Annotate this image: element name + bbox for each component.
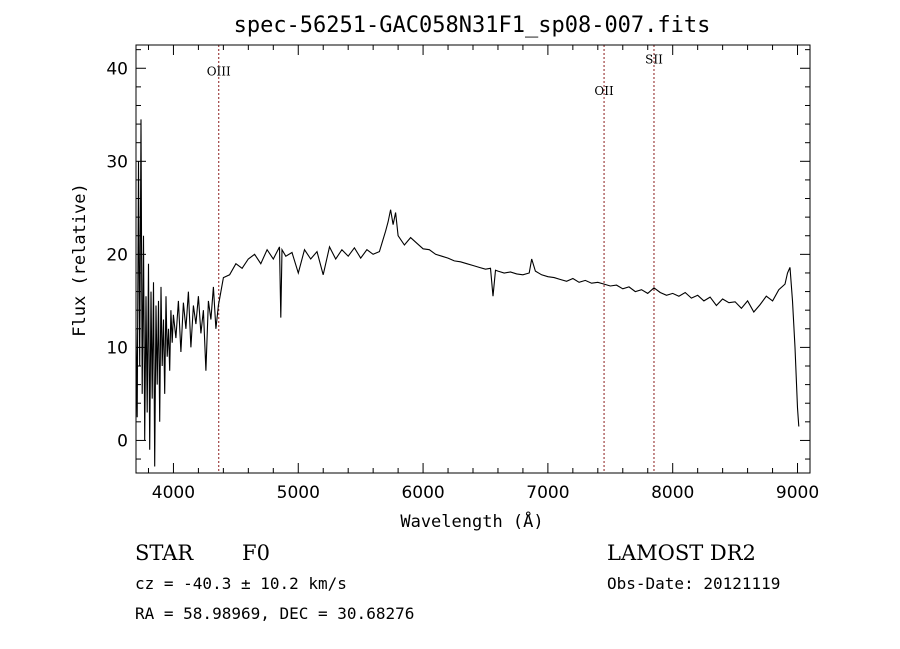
x-tick-label: 8000 [651, 483, 694, 503]
y-tick-label: 0 [117, 431, 128, 451]
coordinates: RA = 58.98969, DEC = 30.68276 [135, 604, 415, 623]
spectrum-line [135, 119, 800, 467]
y-axis-ticks: 0 10 20 30 40 [106, 49, 810, 460]
plot-frame [135, 44, 811, 474]
x-tick-label: 9000 [776, 483, 819, 503]
line-label-oiii: OIII [207, 65, 231, 79]
x-axis-title: Wavelength (Å) [400, 510, 543, 532]
x-tick-label: 6000 [401, 483, 444, 503]
x-tick-label: 4000 [152, 483, 195, 503]
chart-title: spec-56251-GAC058N31F1_sp08-007.fits [234, 13, 711, 38]
object-subclass: F0 [242, 541, 270, 565]
object-class: STAR [135, 541, 194, 565]
observation-date: Obs-Date: 20121119 [607, 574, 781, 593]
y-tick-label: 30 [106, 152, 128, 172]
x-axis-ticks: 4000 5000 6000 7000 8000 9000 [147, 45, 819, 503]
spectral-line-markers: OIII OII SII [207, 45, 663, 473]
x-tick-label: 7000 [526, 483, 569, 503]
survey-name: LAMOST DR2 [607, 541, 756, 565]
line-label-sii: SII [645, 53, 663, 67]
line-label-oii: OII [594, 84, 614, 98]
x-tick-label: 5000 [277, 483, 320, 503]
y-tick-label: 20 [106, 245, 128, 265]
y-axis-title: Flux (relative) [70, 183, 90, 337]
y-tick-label: 40 [106, 59, 128, 79]
y-tick-label: 10 [106, 338, 128, 358]
redshift-value: cz = -40.3 ± 10.2 km/s [135, 574, 347, 593]
